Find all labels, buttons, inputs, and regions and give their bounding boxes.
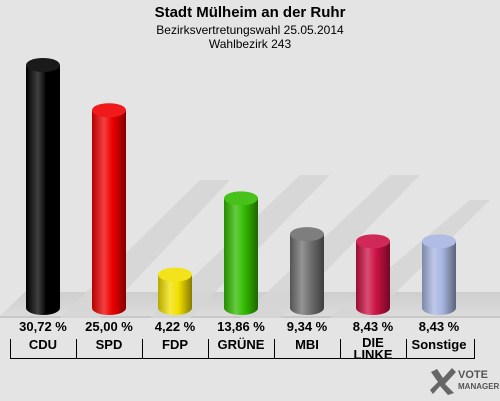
value-label: 25,00 % <box>85 319 133 334</box>
bar-cdu <box>26 58 60 315</box>
bar-body <box>290 234 324 315</box>
bar-cap <box>26 58 60 72</box>
bar-body <box>422 241 456 315</box>
category-divider <box>274 339 275 359</box>
chart-title: Stadt Mülheim an der Ruhr <box>154 4 346 21</box>
bar-mbi <box>290 227 324 315</box>
category-divider <box>10 339 11 359</box>
value-label: 8,43 % <box>418 319 460 334</box>
bar-grüne <box>224 191 258 315</box>
bar-die-linke <box>356 234 390 315</box>
bar-body <box>26 65 60 315</box>
bar-body <box>92 110 126 315</box>
category-label: GRÜNE <box>217 337 265 352</box>
bar-cap <box>290 227 324 242</box>
category-divider <box>340 339 341 359</box>
bar-cap <box>158 267 192 282</box>
bar-cap <box>356 234 390 249</box>
bar-cap <box>224 191 258 206</box>
logo-word-vote: VOTE <box>458 369 488 381</box>
category-divider <box>76 339 77 359</box>
bar-sonstige <box>422 234 456 315</box>
district-label: Wahlbezirk 243 <box>208 37 292 51</box>
category-divider <box>142 339 143 359</box>
value-label: 8,43 % <box>352 319 394 334</box>
bar-fdp <box>158 267 192 315</box>
bar-cap <box>92 103 126 118</box>
category-divider <box>406 339 407 359</box>
checkmark-x-icon <box>430 368 456 395</box>
bar-body <box>224 198 258 315</box>
value-label: 4,22 % <box>154 319 196 334</box>
category-divider <box>208 339 209 359</box>
value-label: 9,34 % <box>286 319 328 334</box>
bar-body <box>158 274 192 315</box>
category-divider <box>474 339 475 359</box>
value-label: 13,86 % <box>217 319 265 334</box>
bar-spd <box>92 103 126 315</box>
category-label: FDP <box>162 337 188 352</box>
vote-manager-logo <box>428 366 498 396</box>
category-label: CDU <box>28 337 58 352</box>
category-label: DIE LINKE <box>353 335 393 362</box>
category-label: SPD <box>95 337 123 352</box>
logo-word-manager: MANAGER <box>458 382 500 391</box>
value-label: 30,72 % <box>19 319 67 334</box>
bar-body <box>356 241 390 315</box>
chart-subtitle: Bezirksvertretungswahl 25.05.2014 <box>156 23 344 37</box>
category-label: Sonstige <box>411 337 467 352</box>
axis-baseline <box>10 358 475 359</box>
category-label: MBI <box>295 337 319 352</box>
bar-cap <box>422 234 456 249</box>
